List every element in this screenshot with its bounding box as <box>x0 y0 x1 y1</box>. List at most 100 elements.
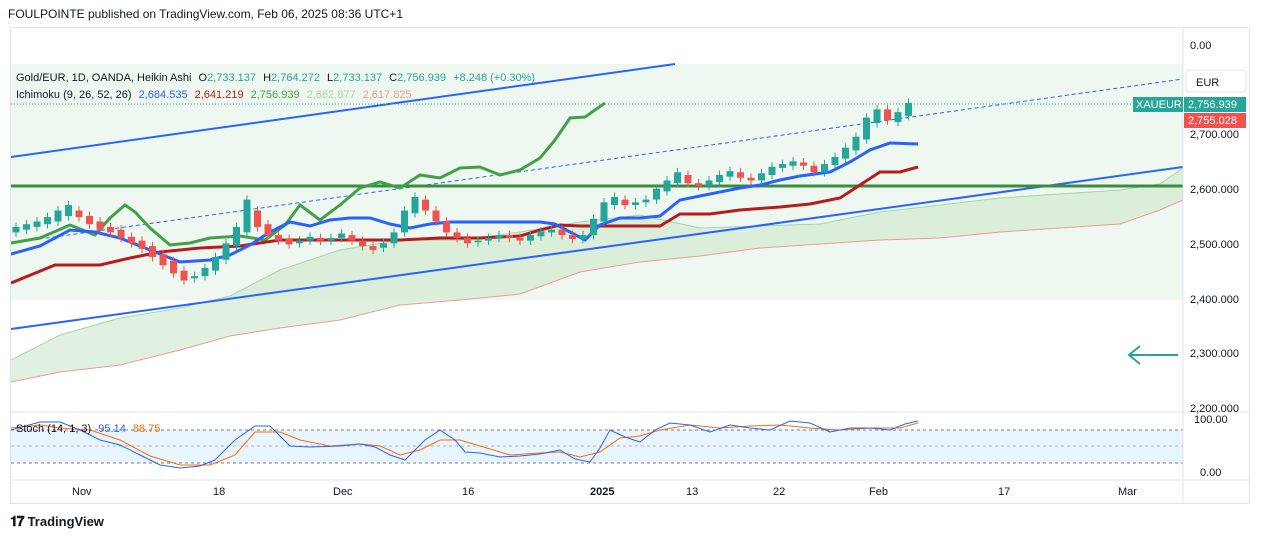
ohlc-high: H2,764.272 <box>263 72 320 84</box>
candle-body <box>54 210 62 222</box>
time-tick: 16 <box>462 486 474 498</box>
stoch-k-value: 95.14 <box>98 423 126 435</box>
candle-body <box>275 235 282 241</box>
candle-body <box>464 237 471 244</box>
stoch-d-line <box>10 422 919 466</box>
senkou-span-b <box>11 199 1183 383</box>
chart-frame[interactable] <box>10 27 1250 504</box>
ichimoku-legend[interactable]: Ichimoku (9, 26, 52, 26) 2,684.535 2,641… <box>16 89 416 101</box>
symbol-tag: XAUEUR <box>1133 97 1183 112</box>
candle-body <box>558 229 566 236</box>
candle-body <box>894 112 902 122</box>
symbol-name: Gold/EUR, 1D, OANDA, Heikin Ashi <box>16 72 192 84</box>
candle-body <box>726 171 734 177</box>
candle-body <box>128 236 135 244</box>
ichimoku-span-b: 2,617.825 <box>362 89 412 101</box>
time-tick: 18 <box>213 486 225 498</box>
candle-body <box>443 221 450 233</box>
ichimoku-tenkan: 2,684.535 <box>138 89 188 101</box>
candle-body <box>369 246 377 250</box>
arrow-annotation[interactable] <box>1127 345 1178 365</box>
candle-body <box>317 237 324 241</box>
price-tick: 2,200.000 <box>1190 403 1239 415</box>
candle-body <box>506 235 513 238</box>
tenkan-sen <box>11 141 919 264</box>
time-tick: 22 <box>773 486 785 498</box>
candle-body <box>884 109 891 121</box>
stoch-band <box>11 430 1183 463</box>
candle-body <box>695 183 702 186</box>
candle-body <box>590 218 597 236</box>
price-tick: 2,500.000 <box>1190 239 1239 251</box>
candle-body <box>180 270 188 281</box>
candle-body <box>831 156 839 166</box>
candle-body <box>411 196 419 214</box>
candle-body <box>422 199 429 211</box>
publish-header: FOULPOINTE published on TradingView.com,… <box>8 7 403 21</box>
candle-body <box>632 202 639 206</box>
candle-body <box>810 165 818 173</box>
candle-body <box>600 202 608 222</box>
ichimoku-span-a: 2,662.877 <box>306 89 356 101</box>
symbol-legend[interactable]: Gold/EUR, 1D, OANDA, Heikin Ashi O2,733.… <box>16 72 539 84</box>
candle-body <box>569 235 576 239</box>
price-tick: 2,700.000 <box>1190 129 1239 141</box>
channel-upper <box>11 63 676 158</box>
candle-body <box>474 240 482 243</box>
currency-label: EUR <box>1196 77 1219 89</box>
ichimoku-kijun: 2,641.219 <box>194 89 244 101</box>
candle-body <box>852 136 860 151</box>
ohlc-close: C2,756.939 <box>389 72 447 84</box>
candle-body <box>611 196 618 206</box>
candle-body <box>348 235 356 241</box>
tradingview-footer[interactable]: 𝟏𝟕 TradingView <box>10 513 104 530</box>
chikou-span <box>11 101 606 247</box>
prev-price-tag: 2,755.028 <box>1184 113 1246 128</box>
stoch-tick: 0.00 <box>1200 467 1221 479</box>
candle-body <box>254 210 261 227</box>
stoch-legend[interactable]: Stoch (14, 1, 3) 95.14 88.75 <box>16 423 164 435</box>
time-tick: Feb <box>869 486 888 498</box>
tradingview-logo-icon: 𝟏𝟕 <box>10 513 25 529</box>
candle-body <box>296 240 303 244</box>
ichimoku-cloud <box>11 168 1183 382</box>
candle-body <box>33 221 41 227</box>
currency-box[interactable]: EUR <box>1185 69 1247 93</box>
channel-lower <box>11 166 1183 330</box>
candle-body <box>170 260 177 274</box>
candle-body <box>86 216 93 225</box>
candle-body <box>23 224 30 230</box>
candle-group <box>12 98 912 285</box>
candle-body <box>159 254 167 266</box>
prev-price-label: 2,755.028 <box>1188 115 1237 127</box>
price-axis[interactable]: 0.00 2,700.000 2,600.000 2,500.000 2,400… <box>1190 40 1239 479</box>
candle-body <box>537 231 545 237</box>
candle-body <box>75 210 83 218</box>
candle-body <box>65 205 72 217</box>
price-tick: 2,300.000 <box>1190 348 1239 360</box>
candle-body <box>747 177 755 181</box>
candle-body <box>674 172 681 184</box>
price-tick: 0.00 <box>1190 40 1211 52</box>
candle-body <box>621 199 629 206</box>
candle-body <box>663 180 671 192</box>
candle-body <box>842 147 849 159</box>
candle-body <box>684 175 692 184</box>
candle-body <box>716 175 723 183</box>
candle-body <box>117 229 125 238</box>
candle-body <box>485 237 492 241</box>
price-tick: 2,400.000 <box>1190 294 1239 306</box>
candle-body <box>191 276 198 279</box>
stoch-label: Stoch (14, 1, 3) <box>16 423 92 435</box>
candle-body <box>432 210 440 222</box>
time-tick: Mar <box>1118 486 1137 498</box>
price-tick: 2,600.000 <box>1190 184 1239 196</box>
stoch-d-value: 88.75 <box>132 423 161 435</box>
candle-body <box>516 237 524 241</box>
time-axis[interactable]: Nov 18 Dec 16 2025 13 22 Feb 17 Mar <box>72 486 1137 498</box>
candle-body <box>201 267 209 277</box>
candle-body <box>44 217 51 225</box>
channel-mid <box>11 78 1183 244</box>
candle-body <box>96 221 104 230</box>
